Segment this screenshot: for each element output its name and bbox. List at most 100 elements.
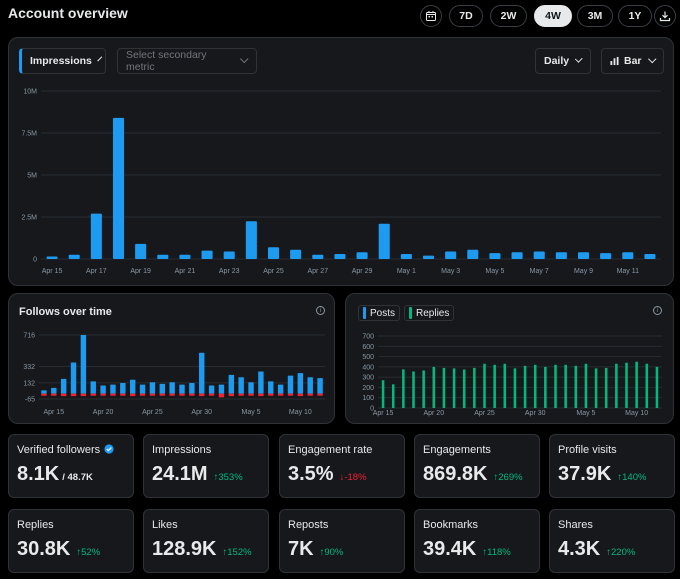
follows-bar-chart: 716 332 132 -65 Apr 15 Apr 20 Apr 25 Apr 30 May …	[23, 333, 325, 416]
bar-replies	[625, 362, 628, 408]
y-tick-label: 300	[362, 375, 374, 382]
y-tick-label: 132	[23, 380, 35, 387]
bar-follows	[277, 384, 284, 394]
secondary-metric-select[interactable]: Select secondary metric	[117, 48, 257, 74]
bar-follows	[169, 382, 175, 394]
bar-follows	[218, 384, 225, 394]
range-1y-button[interactable]: 1Y	[618, 5, 652, 27]
y-tick-label: 200	[362, 385, 374, 392]
bar-unfollows	[100, 393, 106, 396]
bar-follows	[208, 385, 215, 394]
bar-follows	[139, 384, 146, 394]
metric-card-impressions[interactable]: Impressions 24.1M ↑353%	[143, 434, 269, 498]
bar-impressions	[489, 253, 501, 259]
metric-value-row: 4.3K ↑220%	[558, 538, 635, 561]
bar-unfollows	[80, 393, 87, 397]
bar-follows	[70, 362, 77, 394]
metric-card-shares[interactable]: Shares 4.3K ↑220%	[549, 509, 675, 573]
bar-impressions	[245, 221, 257, 259]
calendar-icon	[426, 11, 436, 21]
granularity-select[interactable]: Daily	[535, 48, 591, 74]
metric-card-likes[interactable]: Likes 128.9K ↑152%	[143, 509, 269, 573]
bar-unfollows	[51, 393, 57, 396]
metric-card-verified-followers[interactable]: Verified followers 8.1K/ 48.7K	[8, 434, 134, 498]
x-tick-label: May 1	[397, 268, 416, 275]
bar-unfollows	[60, 393, 67, 397]
x-tick-label: Apr 20	[93, 409, 114, 416]
range-7d-button[interactable]: 7D	[449, 5, 483, 27]
metric-value-row: 7K ↑90%	[288, 538, 343, 561]
y-tick-label: 600	[362, 344, 374, 351]
bar-impressions	[400, 253, 412, 259]
metric-card-engagements[interactable]: Engagements 869.8K ↑269%	[414, 434, 540, 498]
x-tick-label: Apr 20	[423, 410, 444, 417]
bar-impressions	[267, 247, 280, 259]
bar-follows	[248, 382, 254, 394]
x-tick-label: May 7	[530, 268, 549, 275]
legend-replies[interactable]: Replies	[404, 305, 455, 321]
bar-replies	[533, 364, 537, 408]
bar-impressions	[112, 117, 125, 259]
impressions-bar-chart: 0 2.5M 5M 7.5M 10M Apr 15 Apr 17 Apr 19 Apr 21 Ap…	[21, 89, 661, 275]
x-tick-label: Apr 25	[142, 409, 163, 416]
range-3m-button[interactable]: 3M	[577, 5, 613, 27]
range-2w-button[interactable]: 2W	[490, 5, 527, 27]
y-tick-label: 716	[23, 333, 35, 340]
y-tick-label: 100	[362, 395, 374, 402]
metric-card-bookmarks[interactable]: Bookmarks 39.4K ↑118%	[414, 509, 540, 573]
bar-impressions	[378, 223, 390, 259]
bar-unfollows	[238, 393, 244, 396]
bar-replies	[493, 364, 496, 408]
bar-unfollows	[268, 393, 274, 396]
metric-delta: ↑269%	[493, 472, 523, 483]
metric-label: Engagements	[423, 444, 491, 456]
metric-value-row: 39.4K ↑118%	[423, 538, 511, 561]
x-tick-label: May 5	[242, 409, 261, 416]
metric-value-row: 37.9K ↑140%	[558, 463, 646, 486]
download-button[interactable]	[654, 5, 676, 27]
chart-type-select[interactable]: Bar	[601, 48, 664, 74]
metric-card-profile-visits[interactable]: Profile visits 37.9K ↑140%	[549, 434, 675, 498]
metric-card-engagement-rate[interactable]: Engagement rate 3.5% ↓-18%	[279, 434, 405, 498]
metric-card-reposts[interactable]: Reposts 7K ↑90%	[279, 509, 405, 573]
bar-impressions	[600, 253, 612, 259]
metric-label: Bookmarks	[423, 519, 479, 531]
metric-label: Replies	[17, 519, 54, 531]
bar-impressions	[68, 254, 80, 259]
bar-replies	[645, 363, 649, 408]
metric-delta: ↑52%	[76, 547, 101, 558]
metric-value-row: 24.1M ↑353%	[152, 463, 243, 486]
bar-follows	[228, 374, 235, 394]
y-tick-label: 332	[23, 364, 35, 371]
download-icon	[659, 11, 671, 22]
legend-posts[interactable]: Posts	[358, 305, 401, 321]
posts-swatch	[363, 307, 366, 319]
bar-replies	[544, 366, 547, 408]
primary-metric-select[interactable]: Impressions	[19, 48, 106, 74]
bar-unfollows	[179, 393, 185, 396]
chevron-down-icon	[97, 56, 103, 62]
bar-impressions	[577, 252, 590, 259]
metric-card-replies[interactable]: Replies 30.8K ↑52%	[8, 509, 134, 573]
bar-follows	[199, 352, 205, 394]
bar-unfollows	[317, 393, 323, 396]
bar-follows	[100, 385, 106, 394]
bar-replies	[473, 367, 476, 408]
info-icon[interactable]: i	[316, 306, 325, 315]
calendar-button[interactable]	[420, 5, 442, 27]
metric-delta: ↑140%	[617, 472, 647, 483]
bar-unfollows	[208, 393, 215, 396]
metric-label: Likes	[152, 519, 178, 531]
info-icon[interactable]: i	[653, 306, 662, 315]
x-tick-label: Apr 17	[86, 268, 107, 275]
bar-follows	[41, 390, 47, 394]
chevron-down-icon	[574, 55, 583, 63]
bar-replies	[513, 368, 517, 408]
range-4w-button[interactable]: 4W	[534, 5, 572, 27]
metric-value: 3.5%	[288, 463, 334, 485]
x-tick-label: Apr 29	[352, 268, 373, 275]
metric-value-row: 869.8K ↑269%	[423, 463, 523, 486]
bar-replies	[635, 361, 638, 408]
x-tick-label: May 10	[625, 410, 648, 417]
metric-label: Reposts	[288, 519, 329, 531]
